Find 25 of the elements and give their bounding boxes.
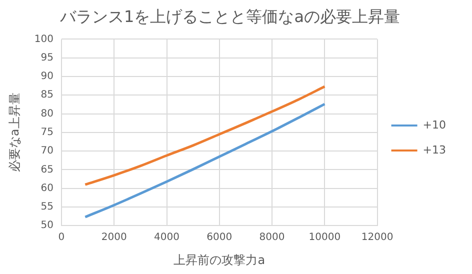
line-series: [84, 102, 326, 218]
x-tick-label: 10000: [308, 232, 341, 244]
y-tick-label: 80: [40, 108, 54, 120]
y-tick-label: 95: [40, 52, 54, 64]
x-tick-label: 0: [58, 232, 65, 244]
y-tick-label: 85: [40, 90, 54, 101]
y-tick-label: 60: [40, 182, 54, 194]
line-series: [84, 85, 326, 186]
y-tick-label: 70: [40, 146, 54, 157]
y-tick-label: 75: [40, 126, 54, 138]
chart-title: バランス1を上げることと等価なaの必要上昇量: [59, 6, 400, 26]
x-tick-label: 6000: [206, 232, 232, 244]
y-axis-title: 必要なa上昇量: [7, 92, 22, 172]
legend-label: +13: [422, 143, 446, 156]
x-tick-label: 4000: [154, 232, 180, 244]
y-tick-label: 90: [40, 71, 54, 82]
y-tick-label: 100: [34, 34, 54, 45]
x-axis-title: 上昇前の攻撃力a: [174, 252, 266, 267]
legend-label: +10: [422, 118, 446, 132]
x-tick-label: 12000: [361, 232, 394, 244]
y-tick-label: 55: [40, 202, 54, 213]
x-tick-label: 8000: [259, 232, 285, 244]
y-tick-label: 65: [40, 164, 54, 176]
x-tick-label: 2000: [101, 232, 127, 244]
y-tick-label: 50: [40, 220, 54, 232]
